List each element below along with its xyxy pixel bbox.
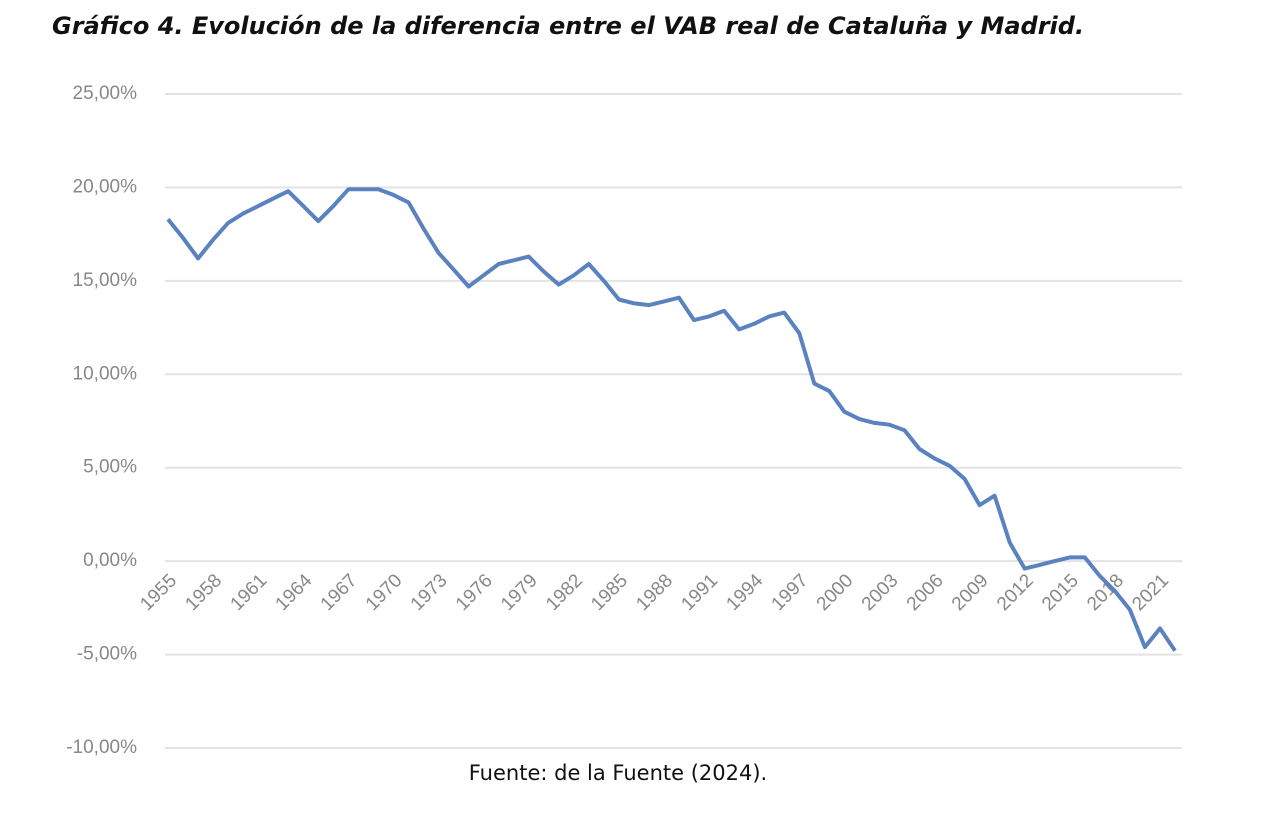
y-tick-label: 5,00% bbox=[83, 457, 137, 478]
x-tick-label: 2003 bbox=[858, 570, 903, 615]
y-tick-label: -5,00% bbox=[77, 644, 137, 665]
x-tick-label: 1955 bbox=[136, 570, 181, 615]
x-tick-label: 1997 bbox=[768, 570, 813, 615]
x-tick-label: 2009 bbox=[948, 570, 993, 615]
x-tick-label: 1958 bbox=[181, 570, 226, 615]
x-tick-label: 2000 bbox=[813, 570, 858, 615]
y-tick-label: -10,00% bbox=[66, 737, 137, 758]
y-tick-label: 10,00% bbox=[73, 363, 138, 384]
x-tick-label: 1979 bbox=[497, 570, 542, 615]
x-tick-label: 1967 bbox=[317, 570, 362, 615]
x-tick-label: 2006 bbox=[903, 570, 948, 615]
x-tick-label: 1985 bbox=[587, 570, 632, 615]
x-tick-label: 2015 bbox=[1038, 570, 1083, 615]
source-note: Fuente: de la Fuente (2024). bbox=[469, 761, 767, 785]
y-tick-label: 0,00% bbox=[83, 550, 137, 571]
x-tick-label: 2021 bbox=[1128, 570, 1173, 615]
x-tick-label: 1973 bbox=[407, 570, 452, 615]
x-tick-label: 2012 bbox=[993, 570, 1038, 615]
data-line bbox=[166, 187, 1177, 652]
chart-title: Gráfico 4. Evolución de la diferencia en… bbox=[52, 12, 1084, 40]
x-tick-label: 1970 bbox=[362, 570, 407, 615]
x-tick-label: 1964 bbox=[272, 570, 317, 615]
x-tick-label: 2018 bbox=[1083, 570, 1128, 615]
y-tick-label: 25,00% bbox=[73, 83, 138, 104]
x-tick-label: 1991 bbox=[677, 570, 722, 615]
x-tick-label: 1994 bbox=[722, 570, 767, 615]
x-tick-label: 1961 bbox=[227, 570, 272, 615]
y-tick-label: 20,00% bbox=[73, 176, 138, 197]
x-tick-label: 1982 bbox=[542, 570, 587, 615]
x-tick-label: 1988 bbox=[632, 570, 677, 615]
y-tick-label: 15,00% bbox=[73, 270, 138, 291]
x-tick-label: 1976 bbox=[452, 570, 497, 615]
